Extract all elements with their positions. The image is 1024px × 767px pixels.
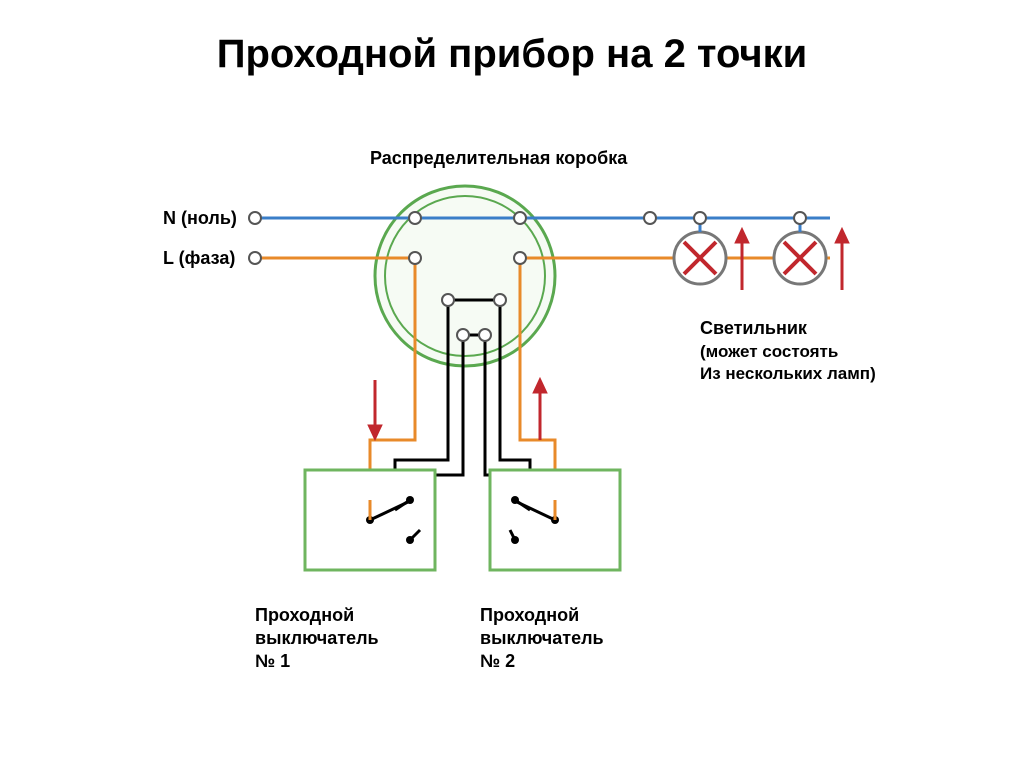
phase-label: L (фаза) bbox=[163, 248, 235, 269]
terminal-n-source bbox=[249, 212, 261, 224]
flow-arrow-up-sw2 bbox=[533, 378, 547, 440]
switch1-label-line1: Проходной bbox=[255, 605, 354, 626]
switch2-label-line3: № 2 bbox=[480, 651, 515, 672]
switch2-label-line1: Проходной bbox=[480, 605, 579, 626]
switch1-label-line2: выключатель bbox=[255, 628, 379, 649]
flow-arrow-up-lamp2 bbox=[835, 228, 849, 290]
lamp-1 bbox=[674, 218, 726, 284]
neutral-label: N (ноль) bbox=[163, 208, 237, 229]
terminal-l-source bbox=[249, 252, 261, 264]
switch2-label-line2: выключатель bbox=[480, 628, 604, 649]
switch1-label-line3: № 1 bbox=[255, 651, 290, 672]
lamp-label-line1: Светильник bbox=[700, 318, 807, 339]
junction-box-label: Распределительная коробка bbox=[370, 148, 627, 169]
lamp-2 bbox=[774, 218, 826, 284]
lamp-label-line3: Из нескольких ламп) bbox=[700, 364, 876, 384]
flow-arrow-down-sw1 bbox=[368, 380, 382, 440]
lamp-label-line2: (может состоять bbox=[700, 342, 838, 362]
